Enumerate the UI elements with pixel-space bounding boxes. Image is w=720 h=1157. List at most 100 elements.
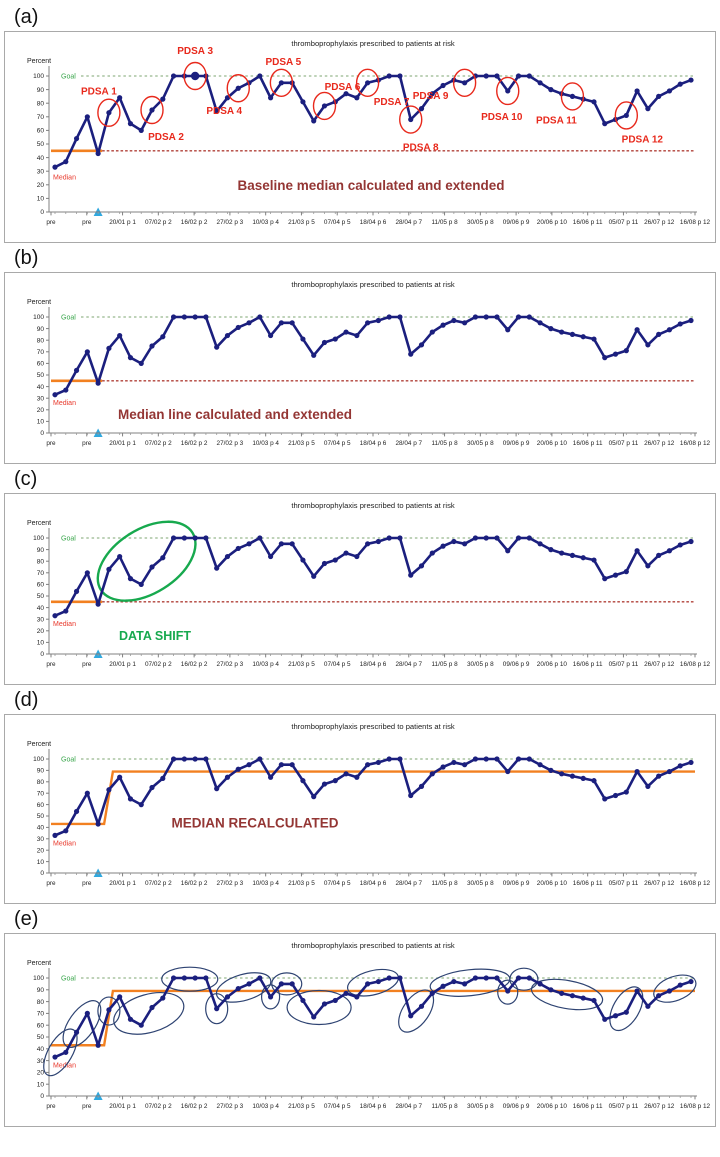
svg-text:07/02 p 2: 07/02 p 2 [145,219,172,226]
svg-text:40: 40 [37,155,45,162]
svg-text:80: 80 [37,779,45,786]
svg-text:100: 100 [33,314,44,321]
svg-text:50: 50 [37,813,45,820]
svg-text:16/06 p 11: 16/06 p 11 [573,661,603,668]
svg-text:07/04 p 5: 07/04 p 5 [324,219,351,226]
svg-text:60: 60 [37,128,45,135]
svg-text:80: 80 [37,999,45,1006]
svg-text:10/03 p 4: 10/03 p 4 [252,440,279,447]
svg-text:09/06 p 9: 09/06 p 9 [503,880,530,887]
svg-text:PDSA 3: PDSA 3 [177,46,213,57]
svg-text:0: 0 [40,430,44,437]
svg-text:20/06 p 10: 20/06 p 10 [537,440,568,447]
svg-text:PDSA 4: PDSA 4 [206,106,242,117]
chart-box-a: Goal Median 0 10 20 30 40 50 60 70 80 90 100 pre pre 20… [4,31,716,243]
svg-text:pre: pre [46,1103,56,1110]
svg-text:27/02 p 3: 27/02 p 3 [217,1103,244,1110]
svg-text:100: 100 [33,975,44,982]
svg-text:07/02 p 2: 07/02 p 2 [145,1103,172,1110]
svg-text:20: 20 [37,628,45,635]
svg-text:20/01 p 1: 20/01 p 1 [109,880,136,887]
svg-text:11/05 p 8: 11/05 p 8 [431,1103,458,1110]
svg-text:20: 20 [37,407,45,414]
svg-text:PDSA 1: PDSA 1 [81,87,117,98]
svg-text:28/04 p 7: 28/04 p 7 [395,219,422,226]
svg-text:26/07 p 12: 26/07 p 12 [644,1103,675,1110]
svg-text:Median: Median [53,1063,76,1070]
svg-text:0: 0 [40,651,44,658]
svg-text:05/07 p 11: 05/07 p 11 [609,880,639,887]
svg-text:pre: pre [82,880,92,887]
svg-text:PDSA 10: PDSA 10 [481,112,523,123]
svg-text:90: 90 [37,768,45,775]
svg-text:pre: pre [82,661,92,668]
svg-text:30/05 p 8: 30/05 p 8 [467,1103,494,1110]
svg-text:16/08 p 12: 16/08 p 12 [680,661,711,668]
svg-text:30/05 p 8: 30/05 p 8 [467,440,494,447]
svg-text:60: 60 [37,802,45,809]
svg-text:PDSA 11: PDSA 11 [536,115,577,126]
run-chart-e-svg: Goal Median 0 10 20 30 40 50 60 70 80 90 100 pre pre 20… [27,941,711,1110]
svg-text:Median: Median [53,621,76,628]
panel-a: (a) Goal Median 0 10 20 30 40 50 60 70 80 90 100 pre p… [4,5,716,243]
svg-text:DATA SHIFT: DATA SHIFT [119,629,191,643]
svg-text:10/03 p 4: 10/03 p 4 [252,661,279,668]
svg-text:05/07 p 11: 05/07 p 11 [609,661,639,668]
chart-box-e: Goal Median 0 10 20 30 40 50 60 70 80 90 100 pre pre 20… [4,933,716,1127]
svg-text:60: 60 [37,582,45,589]
svg-text:21/03 p 5: 21/03 p 5 [288,440,315,447]
svg-text:18/04 p 6: 18/04 p 6 [360,440,387,447]
svg-text:16/02 p 2: 16/02 p 2 [181,219,208,226]
run-chart-c-svg: Goal Median 0 10 20 30 40 50 60 70 80 90 100 pre pre 20… [27,501,711,668]
svg-text:16/06 p 11: 16/06 p 11 [573,440,603,447]
svg-text:09/06 p 9: 09/06 p 9 [503,661,530,668]
svg-text:Median: Median [53,841,76,848]
svg-text:05/07 p 11: 05/07 p 11 [609,1103,639,1110]
svg-text:30: 30 [37,168,45,175]
panel-c: (c) Goal Median 0 10 20 30 40 50 60 70 80 90 100 pre p… [4,467,716,685]
svg-text:100: 100 [33,73,44,80]
svg-text:90: 90 [37,987,45,994]
svg-text:Goal: Goal [61,536,76,543]
svg-text:16/08 p 12: 16/08 p 12 [680,1103,711,1110]
svg-text:Percent: Percent [27,741,51,748]
svg-text:18/04 p 6: 18/04 p 6 [360,219,387,226]
svg-text:10: 10 [37,1081,45,1088]
svg-text:80: 80 [37,337,45,344]
svg-text:0: 0 [40,209,44,216]
panel-label-b: (b) [14,247,39,269]
svg-text:10/03 p 4: 10/03 p 4 [252,1103,279,1110]
svg-text:0: 0 [40,1093,44,1100]
svg-text:70: 70 [37,1011,45,1018]
svg-text:07/04 p 5: 07/04 p 5 [324,661,351,668]
svg-text:pre: pre [82,219,92,226]
svg-text:27/02 p 3: 27/02 p 3 [217,219,244,226]
svg-text:20: 20 [37,847,45,854]
svg-text:Percent: Percent [27,960,51,967]
chart-box-b: Goal Median 0 10 20 30 40 50 60 70 80 90 100 pre pre 20… [4,272,716,464]
svg-text:28/04 p 7: 28/04 p 7 [395,1103,422,1110]
svg-text:60: 60 [37,1022,45,1029]
svg-text:21/03 p 5: 21/03 p 5 [288,219,315,226]
svg-text:Goal: Goal [61,315,76,322]
svg-text:20: 20 [37,1070,45,1077]
svg-text:20/06 p 10: 20/06 p 10 [537,661,568,668]
svg-text:thromboprophylaxis prescribed: thromboprophylaxis prescribed to patient… [291,941,455,950]
svg-text:26/07 p 12: 26/07 p 12 [644,880,675,887]
svg-text:10/03 p 4: 10/03 p 4 [252,880,279,887]
svg-text:18/04 p 6: 18/04 p 6 [360,1103,387,1110]
svg-text:30: 30 [37,836,45,843]
svg-text:16/02 p 2: 16/02 p 2 [181,661,208,668]
svg-text:100: 100 [33,756,44,763]
svg-text:40: 40 [37,825,45,832]
panel-label-a: (a) [14,6,39,28]
svg-text:21/03 p 5: 21/03 p 5 [288,880,315,887]
svg-text:PDSA 8: PDSA 8 [403,143,439,154]
svg-text:Percent: Percent [27,58,51,65]
svg-text:16/06 p 11: 16/06 p 11 [573,880,603,887]
svg-text:07/02 p 2: 07/02 p 2 [145,880,172,887]
panel-label-d: (d) [14,689,39,711]
svg-text:thromboprophylaxis prescribed: thromboprophylaxis prescribed to patient… [291,39,455,48]
svg-text:40: 40 [37,1046,45,1053]
svg-text:70: 70 [37,114,45,121]
